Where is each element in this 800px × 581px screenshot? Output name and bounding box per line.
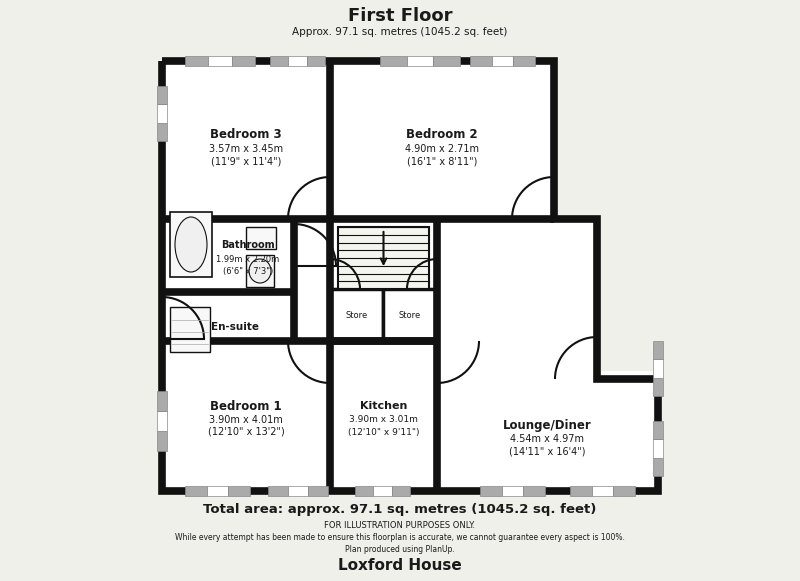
Bar bbox=[592, 486, 614, 496]
Text: 4.90m x 2.71m: 4.90m x 2.71m bbox=[405, 144, 479, 154]
Ellipse shape bbox=[249, 259, 271, 283]
Text: 3.57m x 3.45m: 3.57m x 3.45m bbox=[209, 144, 283, 154]
Bar bbox=[338, 227, 429, 289]
Bar bbox=[157, 86, 167, 105]
Ellipse shape bbox=[175, 217, 207, 272]
Text: First Floor: First Floor bbox=[348, 7, 452, 25]
Text: While every attempt has been made to ensure this floorplan is accurate, we canno: While every attempt has been made to ens… bbox=[175, 533, 625, 543]
Bar bbox=[653, 341, 663, 359]
Bar bbox=[270, 56, 288, 66]
Bar bbox=[206, 486, 228, 496]
Polygon shape bbox=[162, 61, 658, 491]
Text: 3.90m x 3.01m: 3.90m x 3.01m bbox=[349, 415, 418, 425]
Bar bbox=[570, 486, 592, 496]
Bar bbox=[232, 56, 255, 66]
Bar bbox=[157, 431, 167, 451]
Text: Total area: approx. 97.1 sq. metres (1045.2 sq. feet): Total area: approx. 97.1 sq. metres (104… bbox=[203, 503, 597, 515]
Bar bbox=[392, 486, 410, 496]
Bar bbox=[330, 289, 383, 341]
Bar bbox=[653, 439, 663, 458]
Text: (12'10" x 13'2"): (12'10" x 13'2") bbox=[208, 427, 284, 437]
Bar bbox=[480, 486, 502, 496]
Bar bbox=[185, 56, 208, 66]
Bar bbox=[246, 227, 276, 249]
Text: 3.90m x 4.01m: 3.90m x 4.01m bbox=[209, 415, 283, 425]
Text: 4.54m x 4.97m: 4.54m x 4.97m bbox=[510, 434, 585, 444]
Text: FOR ILLUSTRATION PURPOSES ONLY.: FOR ILLUSTRATION PURPOSES ONLY. bbox=[325, 522, 475, 530]
Bar bbox=[380, 56, 406, 66]
Bar bbox=[157, 123, 167, 141]
Text: Store: Store bbox=[399, 310, 421, 320]
Bar bbox=[308, 486, 328, 496]
Text: (14'11" x 16'4"): (14'11" x 16'4") bbox=[510, 446, 586, 456]
Text: Bathroom: Bathroom bbox=[221, 241, 274, 250]
Bar bbox=[514, 56, 535, 66]
Bar bbox=[268, 486, 288, 496]
Bar bbox=[614, 486, 635, 496]
Bar bbox=[246, 255, 274, 287]
Bar bbox=[470, 56, 492, 66]
Bar bbox=[288, 486, 308, 496]
Text: Approx. 97.1 sq. metres (1045.2 sq. feet): Approx. 97.1 sq. metres (1045.2 sq. feet… bbox=[292, 27, 508, 37]
Bar bbox=[653, 458, 663, 476]
Text: Plan produced using PlanUp.: Plan produced using PlanUp. bbox=[345, 544, 455, 554]
Text: (6'6" x 7'3"): (6'6" x 7'3") bbox=[222, 267, 273, 276]
Bar bbox=[653, 378, 663, 396]
Text: Store: Store bbox=[346, 310, 368, 320]
Bar bbox=[306, 56, 325, 66]
Text: 1.99m x 2.20m: 1.99m x 2.20m bbox=[216, 255, 279, 264]
Bar bbox=[383, 289, 437, 341]
Bar bbox=[355, 486, 374, 496]
Bar bbox=[157, 105, 167, 123]
Bar bbox=[554, 61, 658, 219]
Text: Loxford House: Loxford House bbox=[338, 558, 462, 573]
Bar bbox=[653, 421, 663, 439]
Bar bbox=[170, 212, 212, 277]
Bar bbox=[597, 219, 658, 371]
Text: En-suite: En-suite bbox=[210, 322, 258, 332]
Text: Bedroom 2: Bedroom 2 bbox=[406, 128, 478, 142]
Bar bbox=[523, 486, 545, 496]
Bar bbox=[170, 307, 210, 352]
Bar bbox=[374, 486, 392, 496]
Bar bbox=[162, 61, 658, 491]
Bar bbox=[228, 486, 250, 496]
Text: Bedroom 1: Bedroom 1 bbox=[210, 400, 282, 413]
Bar bbox=[157, 391, 167, 411]
Bar bbox=[406, 56, 434, 66]
Bar bbox=[653, 359, 663, 378]
Bar bbox=[502, 486, 523, 496]
Text: (12'10" x 9'11"): (12'10" x 9'11") bbox=[348, 428, 419, 436]
Bar bbox=[288, 56, 306, 66]
Text: (11'9" x 11'4"): (11'9" x 11'4") bbox=[211, 156, 281, 166]
Text: Bedroom 3: Bedroom 3 bbox=[210, 128, 282, 142]
Bar bbox=[157, 411, 167, 431]
Text: Lounge/Diner: Lounge/Diner bbox=[503, 418, 592, 432]
Bar bbox=[434, 56, 460, 66]
Bar bbox=[492, 56, 514, 66]
Text: Kitchen: Kitchen bbox=[360, 401, 407, 411]
Bar bbox=[185, 486, 206, 496]
Text: (16'1" x 8'11"): (16'1" x 8'11") bbox=[407, 156, 477, 166]
Bar bbox=[208, 56, 232, 66]
